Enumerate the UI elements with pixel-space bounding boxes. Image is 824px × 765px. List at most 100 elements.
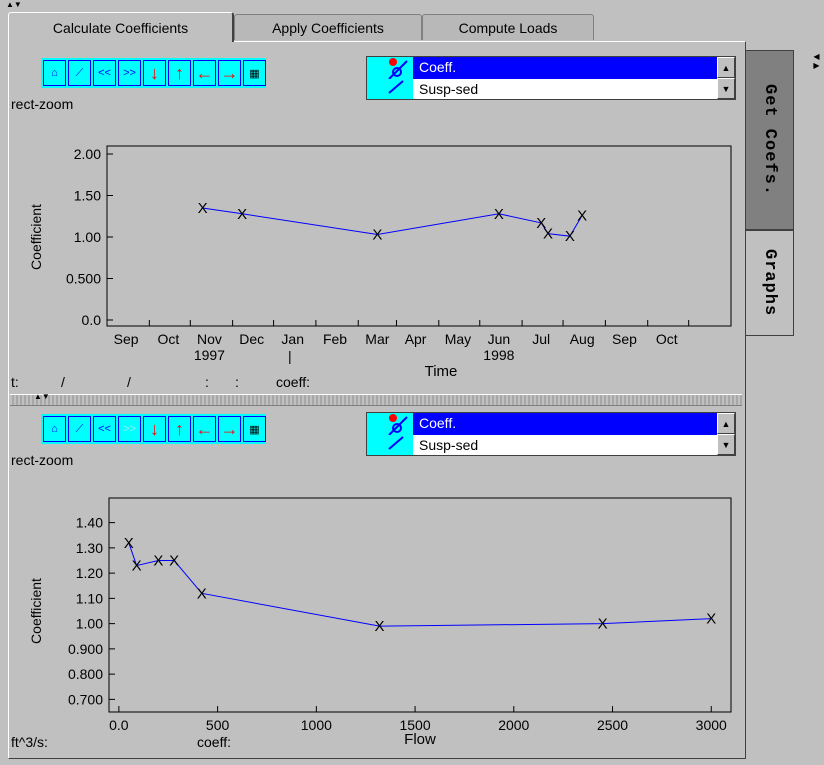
data-point: X <box>124 535 134 552</box>
zoom-mode-label: rect-zoom <box>11 96 74 112</box>
side-tab-get-coefs[interactable]: Get Coefs. <box>746 50 794 230</box>
series-line <box>128 542 712 627</box>
arrow-up-icon[interactable]: ↑ <box>168 416 191 442</box>
readout-t-label: t: <box>11 374 19 390</box>
x-axis-label: Flow <box>404 731 436 748</box>
x-tick-label: Jul <box>532 331 550 347</box>
data-point: X <box>375 618 385 635</box>
x-tick-label: 0.0 <box>109 717 129 733</box>
graph-icon[interactable]: ⟋ <box>68 60 91 86</box>
scroll-up-icon[interactable]: ▲ <box>717 57 735 78</box>
home-icon[interactable]: ⌂ <box>43 60 66 86</box>
data-point: X <box>577 207 587 224</box>
arrow-down-icon[interactable]: ↓ <box>143 60 166 86</box>
y-tick-label: 0.500 <box>66 271 101 287</box>
arrow-left-icon[interactable]: ← <box>193 60 216 86</box>
graph-icon[interactable]: ⟋ <box>68 416 91 442</box>
time-series-plot[interactable]: 0.0 0.500 1.00 1.50 2.00 Sep Oct Nov Dec Jan Feb Ma… <box>11 98 743 398</box>
y-tick-label: 1.00 <box>76 616 103 632</box>
arrow-down-icon[interactable]: ↓ <box>143 416 166 442</box>
data-point: X <box>132 558 142 575</box>
x-tick-label: Oct <box>158 331 180 347</box>
tab-label: Calculate Coefficients <box>52 19 189 36</box>
readout-coeff-label: coeff: <box>276 374 310 390</box>
table-icon[interactable]: ▦ <box>243 416 266 442</box>
x-tick-label: Oct <box>656 331 678 347</box>
readout-flow-label: ft^3/s: <box>11 734 48 750</box>
tab-compute-loads[interactable]: Compute Loads <box>422 14 594 40</box>
arrow-right-icon[interactable]: → <box>218 60 241 86</box>
list-item-label: Coeff. <box>419 415 457 431</box>
x-tick-label: 2500 <box>597 717 628 733</box>
data-point: X <box>536 215 546 232</box>
x-tick-label: 1000 <box>301 717 332 733</box>
scroll-up-icon[interactable]: ▲ <box>717 413 735 434</box>
x-tick-label: Mar <box>365 331 389 347</box>
x-tick-label: May <box>445 331 471 347</box>
rewind-icon[interactable]: << <box>93 60 116 86</box>
x-tick-label: Jun <box>488 331 511 347</box>
list-item-label: Susp-sed <box>419 81 479 97</box>
list-item-label: Coeff. <box>419 59 457 75</box>
series-swatch <box>367 57 413 80</box>
list-item[interactable]: Coeff. <box>367 413 717 436</box>
data-point: X <box>706 611 716 628</box>
x-tick-label: Dec <box>239 331 264 347</box>
table-icon[interactable]: ▦ <box>243 60 266 86</box>
list-item-label: Susp-sed <box>419 437 479 453</box>
readout-sep: / <box>61 374 65 390</box>
y-axis-label: Coefficient <box>28 204 44 270</box>
readout-sep: / <box>127 374 131 390</box>
side-tab-label: Get Coefs. <box>760 83 779 197</box>
series-swatch <box>367 79 413 99</box>
x-tick-label: 2000 <box>498 717 529 733</box>
data-point: X <box>543 226 553 243</box>
y-tick-label: 1.40 <box>76 515 103 531</box>
arrow-right-icon[interactable]: → <box>218 416 241 442</box>
data-point: X <box>153 553 163 570</box>
flow-plot[interactable]: 0.700 0.800 0.900 1.00 1.10 1.20 1.30 1.40 0.0 50… <box>11 458 743 758</box>
data-point: X <box>197 585 207 602</box>
series-list[interactable]: Coeff. Susp-sed ▲ ▼ <box>366 56 736 100</box>
readout-sep: : <box>205 374 209 390</box>
y-tick-label: 2.00 <box>74 146 101 162</box>
data-point: X <box>237 206 247 223</box>
series-list[interactable]: Coeff. Susp-sed ▲ ▼ <box>366 412 736 456</box>
x-tick-label: Sep <box>612 331 637 347</box>
list-item[interactable]: Coeff. <box>367 57 717 80</box>
panel-splitter[interactable] <box>10 394 742 406</box>
x-tick-label: Feb <box>323 331 347 347</box>
list-item[interactable]: Susp-sed <box>367 79 717 99</box>
x-tick-label: Nov <box>197 331 222 347</box>
arrow-up-icon[interactable]: ↑ <box>168 60 191 86</box>
data-point: X <box>598 616 608 633</box>
fast-forward-icon[interactable]: >> <box>118 60 141 86</box>
tab-apply-coefficients[interactable]: Apply Coefficients <box>234 14 422 40</box>
splitter-arrows[interactable]: ▲▼ <box>34 392 50 401</box>
top-splitter-arrows[interactable]: ▲▼ <box>6 0 22 9</box>
side-splitter-arrows[interactable]: ◀▶ <box>812 52 821 70</box>
data-point: X <box>169 553 179 570</box>
scroll-down-icon[interactable]: ▼ <box>717 78 735 99</box>
graph-panel-flow: ⌂ ⟋ << >> ↓ ↑ ← → ▦ Coeff. Susp-sed ▲ ▼ … <box>11 412 743 754</box>
data-point: X <box>372 227 382 244</box>
fast-forward-icon[interactable]: >> <box>118 416 141 442</box>
plot-frame <box>106 145 732 327</box>
side-tab-graphs[interactable]: Graphs <box>746 230 794 336</box>
y-tick-label: 1.20 <box>76 565 103 581</box>
x-tick-label: Jan <box>281 331 304 347</box>
tab-calculate-coefficients[interactable]: Calculate Coefficients <box>8 12 234 42</box>
arrow-left-icon[interactable]: ← <box>193 416 216 442</box>
home-icon[interactable]: ⌂ <box>43 416 66 442</box>
y-tick-label: 0.900 <box>68 641 103 657</box>
y-tick-label: 0.0 <box>82 312 102 328</box>
list-item[interactable]: Susp-sed <box>367 435 717 455</box>
graph-toolbar: ⌂ ⟋ << >> ↓ ↑ ← → ▦ <box>41 58 266 88</box>
y-tick-label: 1.30 <box>76 540 103 556</box>
x-tick-label: Apr <box>405 331 427 347</box>
y-tick-label: 1.00 <box>74 229 101 245</box>
scroll-down-icon[interactable]: ▼ <box>717 434 735 455</box>
content-panel <box>8 41 746 759</box>
readout-coeff-label: coeff: <box>197 734 231 750</box>
rewind-icon[interactable]: << <box>93 416 116 442</box>
